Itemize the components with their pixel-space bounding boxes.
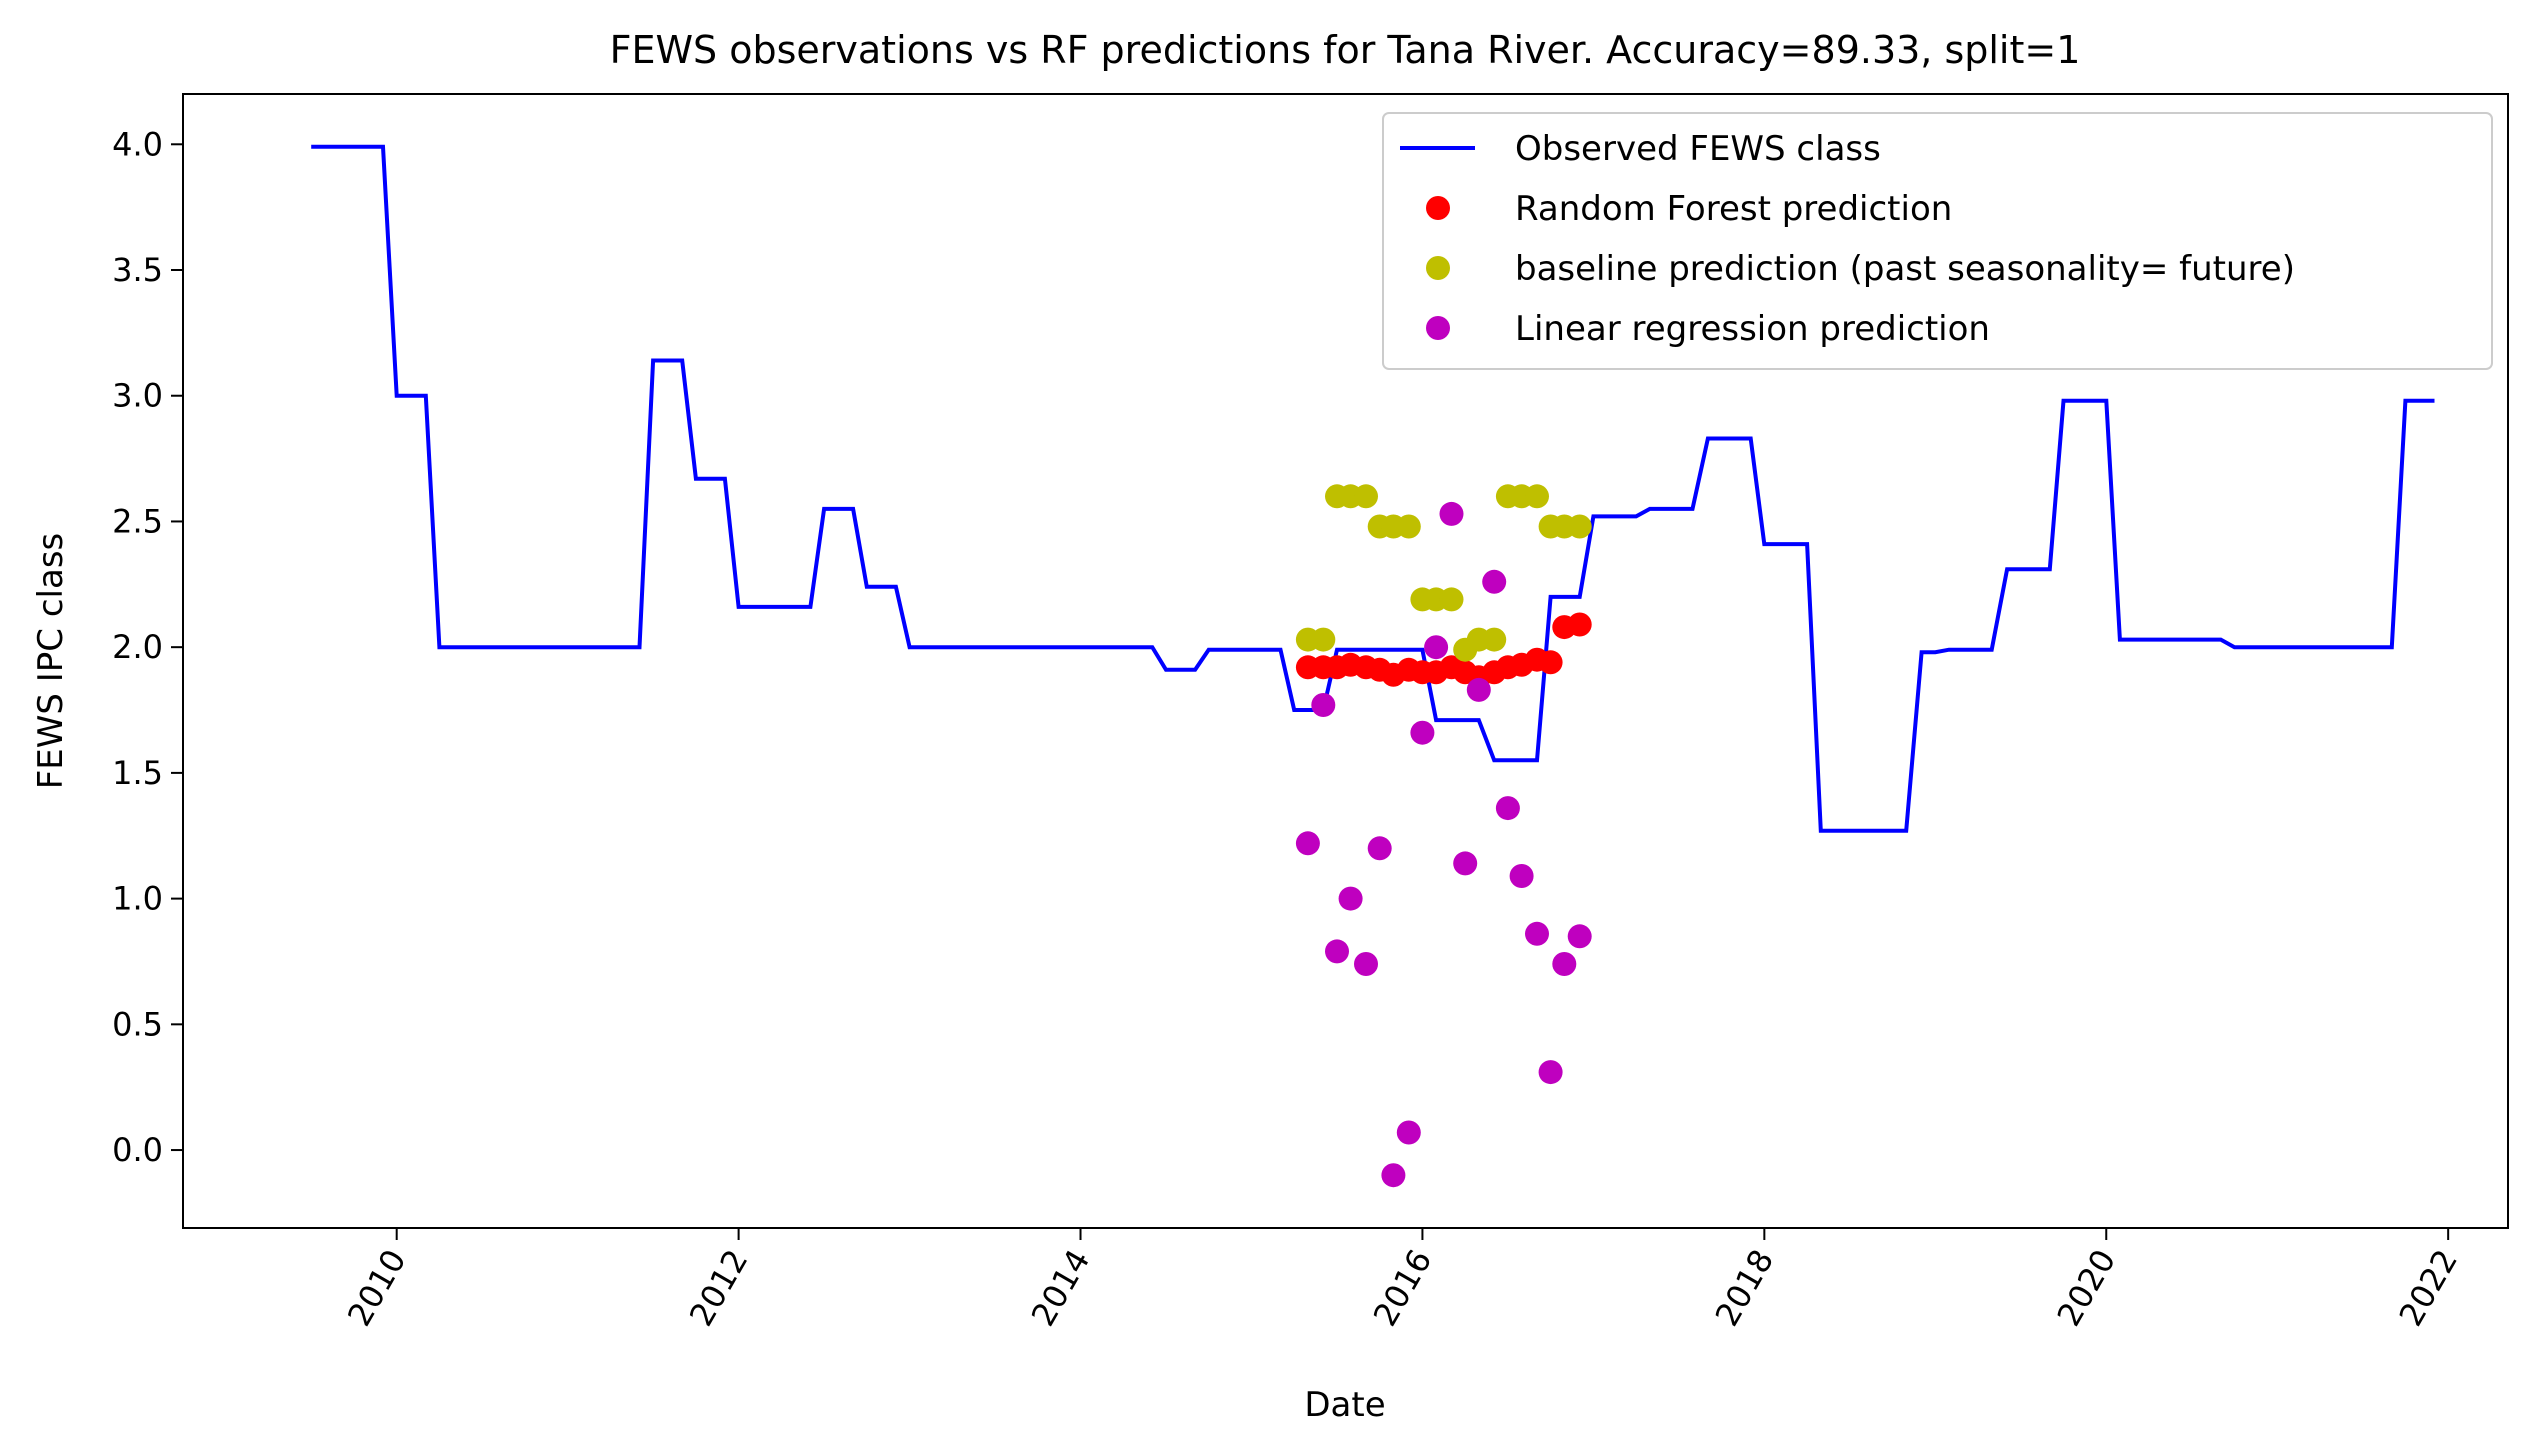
x-tick-label: 2020 [2050,1243,2124,1333]
linear-regression-point [1453,851,1478,876]
linear-regression-point [1381,1163,1406,1188]
x-axis-label: Date [1304,1385,1385,1425]
baseline-prediction-point [1525,484,1549,509]
legend-label: baseline prediction (past seasonality= f… [1515,249,2295,289]
legend-entry: Random Forest prediction [1426,189,1952,229]
linear-regression-point [1567,924,1592,949]
chart-title: FEWS observations vs RF predictions for … [610,28,2081,72]
legend-entry: baseline prediction (past seasonality= f… [1426,249,2295,289]
baseline-prediction-point [1396,514,1421,539]
legend-entry: Linear regression prediction [1426,309,1990,349]
y-tick-label: 1.0 [112,880,163,918]
linear-regression-point [1396,1120,1421,1145]
baseline-prediction-point [1311,627,1336,652]
legend-marker-swatch [1426,196,1450,220]
legend-marker-swatch [1426,316,1450,340]
x-tick-label: 2016 [1366,1243,1440,1333]
axes [182,93,2509,1229]
legend-label: Random Forest prediction [1515,189,1952,229]
observed-fews-line [311,144,2435,833]
linear-regression-point [1552,952,1577,976]
legend-box [1382,112,2493,370]
y-tick-label: 2.5 [112,502,163,540]
linear-regression-point [1466,677,1491,702]
legend-label: Linear regression prediction [1515,309,1990,349]
rf-prediction-point [1567,612,1592,637]
x-tick-label: 2018 [1708,1243,1782,1333]
linear-regression-point [1538,1060,1563,1085]
x-tick-label: 2014 [1024,1243,1098,1333]
series-layer [311,144,2435,1188]
linear-regression-point [1338,886,1363,911]
linear-regression-point [1295,831,1320,856]
linear-regression-point [1367,836,1392,861]
y-tick-label: 0.0 [112,1131,163,1169]
baseline-prediction-point [1482,627,1507,652]
y-tick-label: 1.5 [112,754,163,792]
y-tick-label: 0.5 [112,1005,163,1043]
linear-regression-point [1354,952,1378,976]
linear-regression-point [1525,921,1549,946]
x-tick-label: 2010 [340,1243,414,1333]
linear-regression-point [1410,720,1435,745]
y-tick-label: 2.0 [112,628,163,666]
y-axis-label: FEWS IPC class [31,533,71,790]
linear-regression-point [1482,569,1507,594]
axes-frame [182,93,2509,1229]
linear-regression-point [1311,693,1336,717]
legend-label: Observed FEWS class [1515,129,1881,169]
linear-regression-point [1424,635,1449,660]
x-tick-label: 2012 [682,1243,756,1333]
legend: Observed FEWS class Random Forest predict… [1382,112,2493,370]
linear-regression-point [1509,864,1534,888]
linear-regression-point [1439,501,1464,526]
baseline-prediction-point [1354,484,1378,509]
y-tick-label: 4.0 [112,125,163,163]
rf-prediction-point [1538,650,1563,675]
baseline-prediction-point [1567,514,1592,539]
legend-marker-swatch [1426,256,1450,280]
x-tick-label: 2022 [2391,1243,2465,1333]
y-tick-label: 3.0 [112,377,163,415]
legend-entry: Observed FEWS class [1400,129,1881,169]
baseline-prediction-point [1439,587,1464,612]
linear-regression-point [1325,939,1349,964]
linear-regression-point [1495,796,1520,821]
y-tick-label: 3.5 [112,251,163,289]
